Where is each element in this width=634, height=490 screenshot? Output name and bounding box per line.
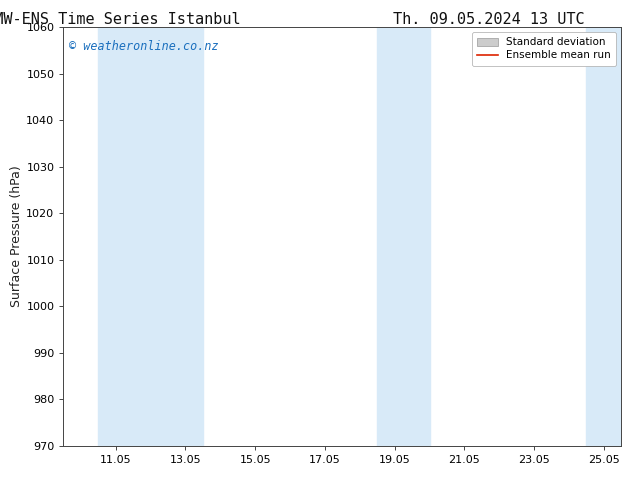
Bar [586, 27, 621, 446]
Y-axis label: Surface Pressure (hPa): Surface Pressure (hPa) [11, 166, 23, 307]
Text: Th. 09.05.2024 13 UTC: Th. 09.05.2024 13 UTC [393, 12, 585, 27]
Bar [98, 27, 203, 446]
Bar [377, 27, 429, 446]
Text: ECMW-ENS Time Series Istanbul: ECMW-ENS Time Series Istanbul [0, 12, 241, 27]
Text: © weatheronline.co.nz: © weatheronline.co.nz [69, 40, 219, 52]
Legend: Standard deviation, Ensemble mean run: Standard deviation, Ensemble mean run [472, 32, 616, 66]
